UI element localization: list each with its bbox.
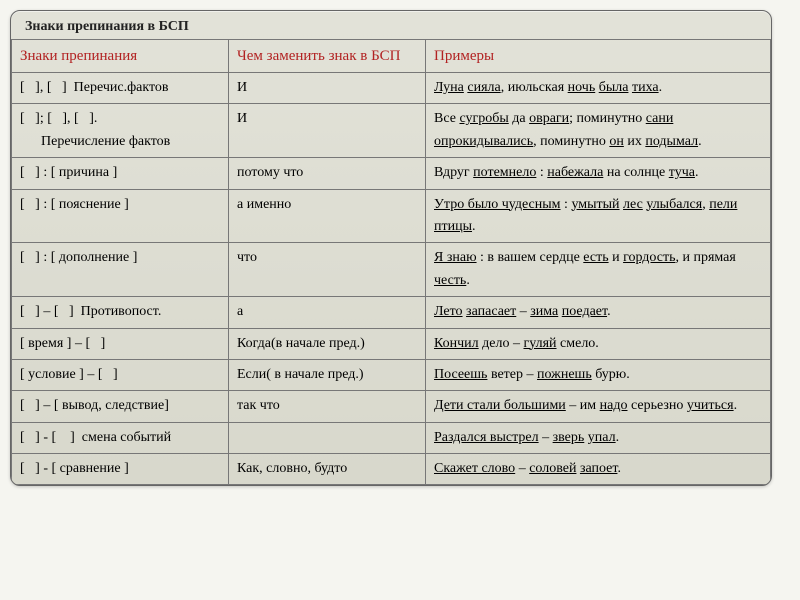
cell-replace: Когда(в начале пред.) <box>229 328 426 359</box>
cell-sign: [ время ] – [ ] <box>12 328 229 359</box>
cell-replace <box>229 422 426 453</box>
cell-example: Дети стали большими – им надо серьезно у… <box>426 391 771 422</box>
cell-replace: И <box>229 73 426 104</box>
cell-example: Посеешь ветер – пожнешь бурю. <box>426 359 771 390</box>
table-row: [ ] : [ дополнение ]чтоЯ знаю : в вашем … <box>12 243 771 297</box>
cell-replace: И <box>229 104 426 158</box>
cell-example: Все сугробы да овраги; поминутно сани оп… <box>426 104 771 158</box>
cell-example: Утро было чудесным : умытый лес улыбался… <box>426 189 771 243</box>
cell-sign: [ ], [ ] Перечис.фактов <box>12 73 229 104</box>
cell-replace: Если( в начале пред.) <box>229 359 426 390</box>
table-row: [ время ] – [ ]Когда(в начале пред.)Конч… <box>12 328 771 359</box>
cell-replace: так что <box>229 391 426 422</box>
cell-sign: [ ] - [ ] смена событий <box>12 422 229 453</box>
cell-sign: [ ] : [ дополнение ] <box>12 243 229 297</box>
header-col3: Примеры <box>426 40 771 73</box>
panel-title: Знаки препинания в БСП <box>11 11 771 39</box>
table-row: [ ] : [ пояснение ]а именноУтро было чуд… <box>12 189 771 243</box>
table-row: [ ] - [ сравнение ]Как, словно, будтоСка… <box>12 454 771 485</box>
table-row: [ ] – [ вывод, следствие]так чтоДети ста… <box>12 391 771 422</box>
punctuation-table: Знаки препинания Чем заменить знак в БСП… <box>11 39 771 485</box>
cell-replace: что <box>229 243 426 297</box>
table-row: [ ] - [ ] смена событий Раздался выстрел … <box>12 422 771 453</box>
header-col1: Знаки препинания <box>12 40 229 73</box>
cell-example: Скажет слово – соловей запоет. <box>426 454 771 485</box>
cell-example: Раздался выстрел – зверь упал. <box>426 422 771 453</box>
cell-sign: [ ] : [ причина ] <box>12 158 229 189</box>
table-row: [ ], [ ] Перечис.фактовИЛуна сияла, июль… <box>12 73 771 104</box>
cell-sign: [ ] : [ пояснение ] <box>12 189 229 243</box>
header-col2: Чем заменить знак в БСП <box>229 40 426 73</box>
table-row: [ ] : [ причина ]потому чтоВдруг потемне… <box>12 158 771 189</box>
cell-example: Луна сияла, июльская ночь была тиха. <box>426 73 771 104</box>
table-row: [ условие ] – [ ]Если( в начале пред.)По… <box>12 359 771 390</box>
cell-example: Кончил дело – гуляй смело. <box>426 328 771 359</box>
cell-sign: [ ] – [ вывод, следствие] <box>12 391 229 422</box>
cell-sign: [ ]; [ ], [ ]. Перечисление фактов <box>12 104 229 158</box>
cell-sign: [ условие ] – [ ] <box>12 359 229 390</box>
table-row: [ ]; [ ], [ ]. Перечисление фактовИВсе с… <box>12 104 771 158</box>
cell-example: Я знаю : в вашем сердце есть и гордость,… <box>426 243 771 297</box>
table-header-row: Знаки препинания Чем заменить знак в БСП… <box>12 40 771 73</box>
cell-example: Вдруг потемнело : набежала на солнце туч… <box>426 158 771 189</box>
cell-example: Лето запасает – зима поедает. <box>426 297 771 328</box>
cell-sign: [ ] – [ ] Противопост. <box>12 297 229 328</box>
table-row: [ ] – [ ] Противопост.аЛето запасает – з… <box>12 297 771 328</box>
cell-replace: а <box>229 297 426 328</box>
cell-replace: Как, словно, будто <box>229 454 426 485</box>
cell-replace: а именно <box>229 189 426 243</box>
cell-sign: [ ] - [ сравнение ] <box>12 454 229 485</box>
cell-replace: потому что <box>229 158 426 189</box>
main-panel: Знаки препинания в БСП Знаки препинания … <box>10 10 772 486</box>
